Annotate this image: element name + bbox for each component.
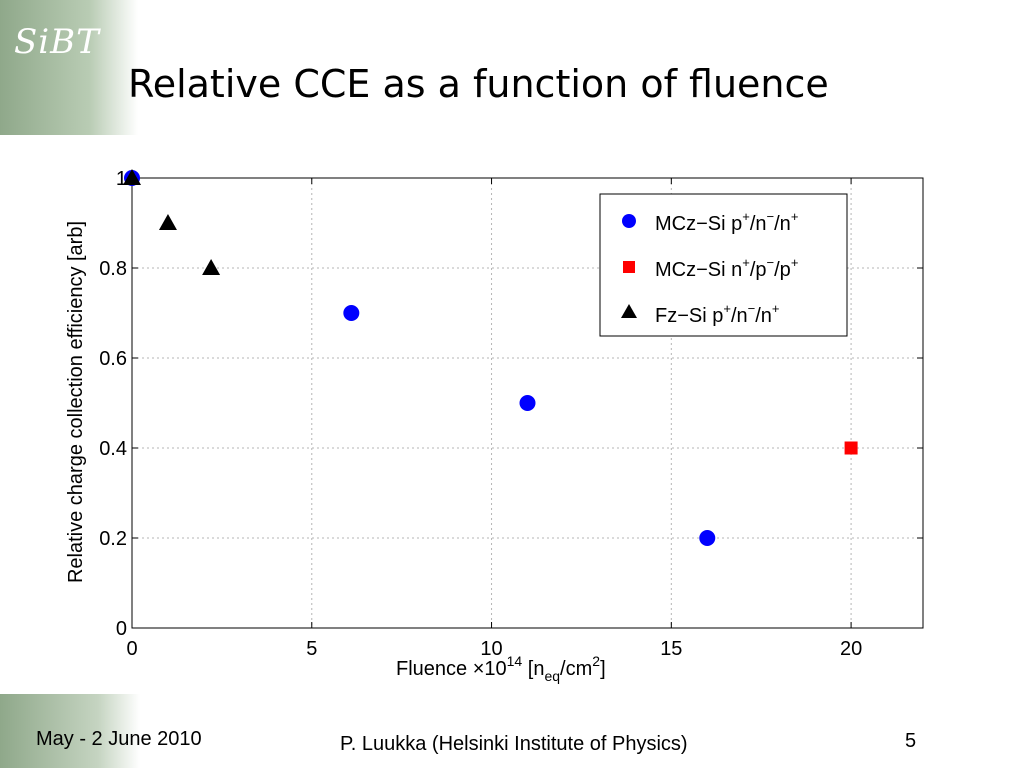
y-tick-label: 0 (116, 618, 127, 640)
axis-ticks: 0 5 10 15 20 0 0.2 0.4 0.6 0.8 1 (99, 168, 923, 660)
x-axis-label-unit-open: [n (522, 658, 544, 680)
sibt-logo: SiBT (14, 22, 100, 62)
legend-label-fz: Fz−Si p+/n−/n+ (655, 301, 780, 327)
corner-decoration-top (0, 0, 138, 135)
data-point-circle (519, 395, 536, 411)
plot-frame (131, 177, 924, 629)
legend-label-mcz-p: MCz−Si p+/n−/n+ (655, 209, 798, 235)
x-axis-label: Fluence ×1014 [neq/cm2] (396, 653, 606, 684)
x-axis-label-sq: 2 (592, 653, 600, 669)
x-axis-label-close: ] (600, 658, 606, 680)
legend-marker-circle (622, 214, 636, 228)
x-tick-label: 20 (840, 638, 862, 660)
footer-author: P. Luukka (Helsinki Institute of Physics… (340, 733, 688, 755)
data-point-circle (699, 530, 716, 546)
y-tick-label: 0.8 (99, 258, 127, 280)
x-tick-label: 5 (306, 638, 317, 660)
x-axis-label-unit: /cm (560, 658, 592, 680)
data-points (123, 169, 858, 546)
slide-title: Relative CCE as a function of fluence (128, 62, 829, 106)
x-axis-label-sub: eq (544, 668, 560, 684)
data-point-triangle (123, 169, 141, 185)
data-point-circle (343, 305, 360, 321)
x-axis-label-main: Fluence ×10 (396, 658, 507, 680)
data-point-triangle (202, 259, 221, 275)
y-tick-label: 0.4 (99, 438, 127, 460)
corner-decoration-bottom (0, 694, 140, 768)
x-tick-label: 0 (126, 638, 137, 660)
data-point-triangle (158, 214, 177, 230)
legend-marker-square (623, 261, 635, 273)
x-tick-label: 10 (480, 638, 502, 660)
y-tick-label: 0.2 (99, 528, 127, 550)
y-tick-label: 1 (116, 168, 127, 190)
legend-marker-triangle (621, 304, 637, 318)
y-axis-label: Relative charge collection efficiency [a… (65, 221, 87, 583)
footer-date: May - 2 June 2010 (36, 728, 202, 750)
x-tick-label: 15 (660, 638, 682, 660)
legend-label-mcz-n: MCz−Si n+/p−/p+ (655, 255, 798, 281)
legend-box (599, 193, 848, 337)
legend: MCz−Si p+/n−/n+ MCz−Si n+/p−/p+ Fz−Si p+… (599, 193, 848, 337)
y-tick-label: 0.6 (99, 348, 127, 370)
data-point-square (844, 441, 858, 455)
page-number: 5 (905, 730, 917, 752)
x-axis-label-exp: 14 (507, 653, 523, 669)
